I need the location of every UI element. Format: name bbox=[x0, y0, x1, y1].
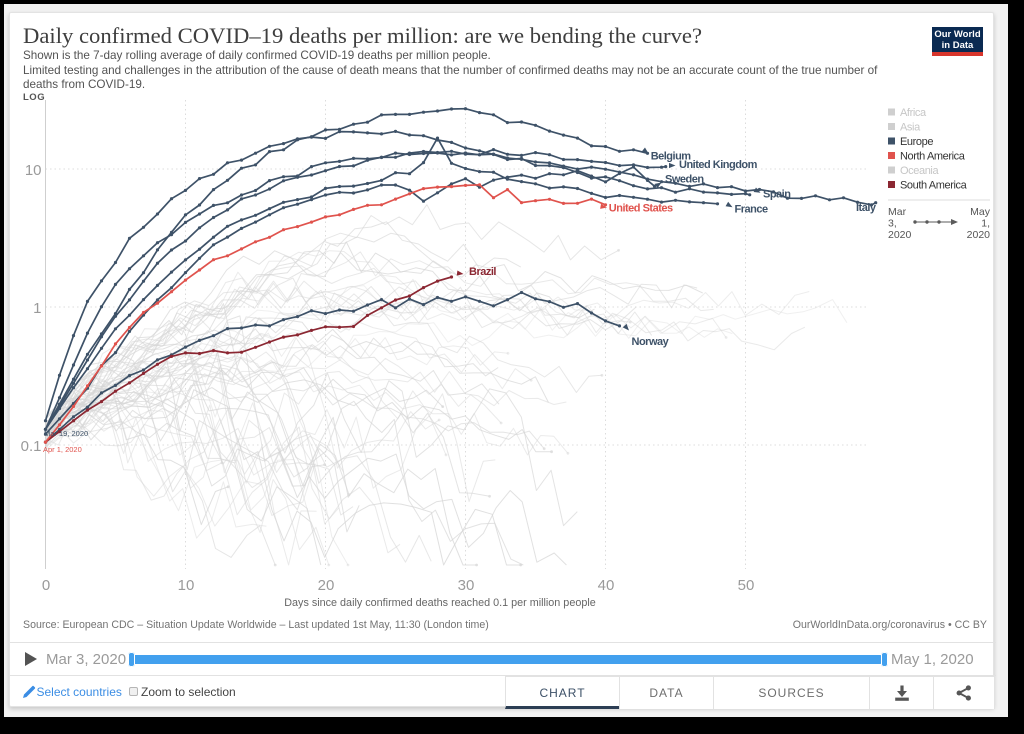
svg-text:North America: North America bbox=[900, 151, 966, 163]
svg-text:40: 40 bbox=[598, 577, 615, 594]
svg-text:Norway: Norway bbox=[632, 336, 670, 348]
svg-text:2020: 2020 bbox=[967, 229, 991, 241]
svg-text:United States: United States bbox=[609, 203, 673, 215]
svg-text:Mar 19, 2020: Mar 19, 2020 bbox=[44, 429, 88, 438]
svg-text:Spain: Spain bbox=[763, 188, 791, 200]
svg-text:3,: 3, bbox=[888, 218, 897, 230]
svg-text:50: 50 bbox=[738, 577, 755, 594]
svg-text:Europe: Europe bbox=[900, 136, 933, 148]
svg-text:0.1: 0.1 bbox=[21, 438, 42, 455]
svg-text:Sweden: Sweden bbox=[665, 173, 704, 185]
svg-text:Mar: Mar bbox=[888, 206, 907, 218]
svg-text:Brazil: Brazil bbox=[469, 266, 496, 278]
svg-text:2020: 2020 bbox=[888, 229, 912, 241]
svg-text:United Kingdom: United Kingdom bbox=[679, 159, 758, 171]
svg-text:South America: South America bbox=[900, 180, 968, 192]
svg-text:Africa: Africa bbox=[900, 107, 927, 119]
svg-text:1,: 1, bbox=[981, 218, 990, 230]
svg-text:0: 0 bbox=[42, 577, 50, 594]
svg-text:1: 1 bbox=[33, 300, 41, 317]
svg-text:LOG: LOG bbox=[23, 92, 45, 103]
svg-text:Days since daily confirmed dea: Days since daily confirmed deaths reache… bbox=[284, 597, 595, 609]
svg-text:Belgium: Belgium bbox=[651, 151, 692, 163]
svg-text:Oceania: Oceania bbox=[900, 165, 939, 177]
svg-text:Italy: Italy bbox=[856, 202, 877, 214]
svg-text:10: 10 bbox=[178, 577, 195, 594]
svg-text:10: 10 bbox=[25, 162, 42, 179]
svg-text:30: 30 bbox=[458, 577, 475, 594]
svg-text:Apr 1, 2020: Apr 1, 2020 bbox=[43, 445, 82, 454]
svg-text:Asia: Asia bbox=[900, 122, 921, 134]
svg-text:France: France bbox=[735, 203, 768, 215]
svg-text:May: May bbox=[970, 206, 991, 218]
svg-text:20: 20 bbox=[318, 577, 335, 594]
